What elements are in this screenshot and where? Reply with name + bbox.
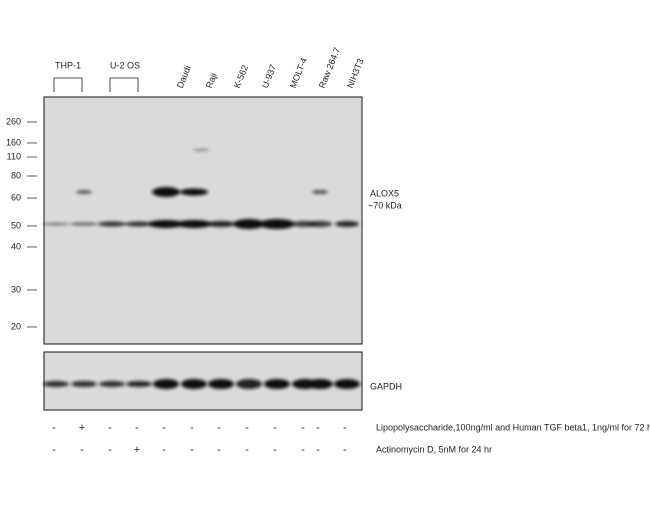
treatment-sign: - — [301, 422, 305, 434]
treatment-label: Lipopolysaccharide,100ng/ml and Human TG… — [376, 422, 650, 432]
treatment-sign: - — [80, 444, 84, 456]
treatment-sign: - — [108, 444, 112, 456]
marker-label: 40 — [11, 241, 21, 251]
lane-label: MOLT-4 — [288, 56, 309, 89]
treatment-sign: - — [135, 422, 139, 434]
group-bracket — [109, 77, 139, 92]
marker-label: 160 — [6, 137, 21, 147]
marker-label: 60 — [11, 192, 21, 202]
band-gapdh — [334, 379, 360, 389]
treatment-sign: - — [190, 444, 194, 456]
treatment-sign: - — [343, 444, 347, 456]
band-gapdh — [71, 381, 97, 387]
band-gapdh — [153, 379, 179, 389]
treatment-sign: - — [217, 444, 221, 456]
marker-label: 80 — [11, 170, 21, 180]
band-gapdh — [307, 379, 333, 389]
band-50kda — [98, 221, 126, 227]
marker-label: 110 — [7, 151, 21, 161]
treatment-sign: - — [217, 422, 221, 434]
lane-label: U-937 — [260, 63, 278, 89]
band-gapdh — [43, 381, 69, 387]
band-alox5 — [152, 187, 180, 197]
treatment-sign: + — [134, 444, 140, 456]
band-50kda — [207, 221, 235, 227]
treatment-sign: - — [162, 422, 166, 434]
treatment-sign: - — [245, 422, 249, 434]
band-gapdh — [126, 381, 152, 387]
band-gapdh — [264, 379, 290, 389]
treatment-sign: - — [245, 444, 249, 456]
band-alox5 — [76, 190, 92, 194]
band-gapdh — [181, 379, 207, 389]
treatment-sign: - — [162, 444, 166, 456]
band-alox5 — [312, 190, 328, 194]
band-50kda — [125, 221, 153, 227]
treatment-sign: - — [273, 422, 277, 434]
lane-label: NIH3T3 — [345, 57, 366, 90]
treatment-sign: - — [316, 444, 320, 456]
bands — [42, 149, 360, 389]
band-faint — [193, 149, 209, 151]
band-gapdh — [208, 379, 234, 389]
band-50kda — [148, 220, 184, 228]
lane-label: Raw 264.7 — [317, 46, 342, 90]
marker-label: 50 — [11, 220, 21, 230]
treatment-sign: - — [273, 444, 277, 456]
band-50kda — [176, 220, 212, 228]
band-50kda — [42, 222, 70, 226]
marker-label: 30 — [11, 284, 21, 294]
lane-label: K-562 — [232, 64, 250, 90]
treatment-sign: - — [343, 422, 347, 434]
group-label: THP-1 — [55, 60, 81, 70]
treatment-sign: - — [52, 444, 56, 456]
main-blot — [43, 96, 363, 345]
band-50kda — [259, 219, 295, 229]
band-gapdh — [236, 379, 262, 389]
size-label: ~70 kDa — [368, 200, 402, 210]
marker-label: 20 — [11, 321, 21, 331]
group-label: U-2 OS — [110, 60, 140, 70]
treatment-sign: - — [301, 444, 305, 456]
treatment-sign: + — [79, 422, 85, 434]
lane-label: Daudi — [175, 64, 193, 90]
treatment-sign: - — [52, 422, 56, 434]
group-bracket — [53, 77, 83, 92]
band-50kda — [70, 222, 98, 226]
marker-label: 260 — [6, 116, 21, 126]
band-50kda — [308, 221, 332, 227]
loading-control-label: GAPDH — [370, 381, 402, 391]
band-50kda — [335, 221, 359, 227]
treatment-label: Actinomycin D, 5nM for 24 hr — [376, 444, 492, 454]
treatment-sign: - — [190, 422, 194, 434]
treatment-sign: - — [316, 422, 320, 434]
band-gapdh — [99, 381, 125, 387]
lane-label: Raji — [204, 72, 219, 90]
target-label: ALOX5 — [370, 188, 399, 198]
band-50kda — [233, 219, 265, 229]
band-alox5 — [180, 188, 208, 196]
treatment-sign: - — [108, 422, 112, 434]
